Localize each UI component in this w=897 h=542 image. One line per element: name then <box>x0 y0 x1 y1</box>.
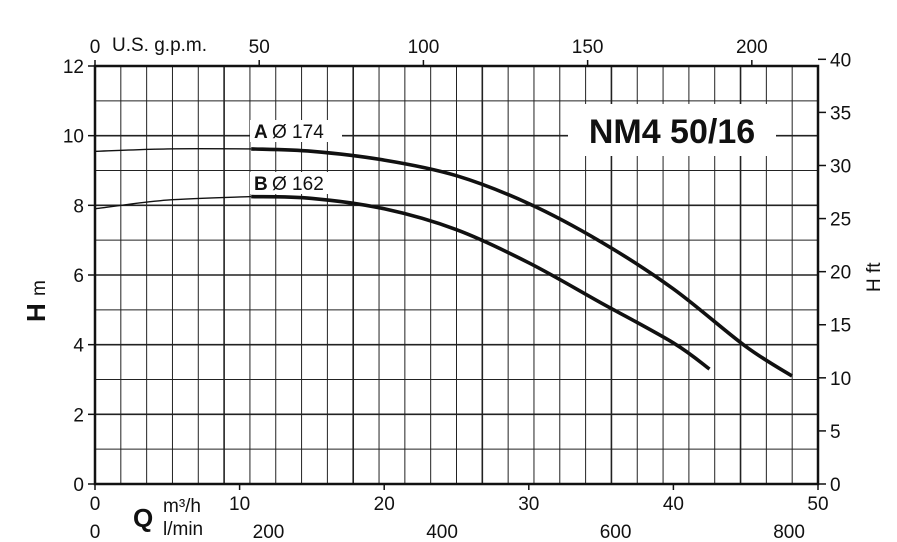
y-axis-title: H m <box>21 280 51 322</box>
curve-b-impeller: Ø 162 <box>272 174 324 195</box>
curve-b-extension <box>94 195 252 210</box>
x-axis-secondary-unit: l/min <box>163 519 203 540</box>
y-axis-label: H <box>21 303 51 322</box>
y-tick-label: 10 <box>63 127 84 148</box>
curve-a-impeller: Ø 174 <box>272 122 324 143</box>
y-right-tick-label: 5 <box>830 422 841 443</box>
curve-a-name: A <box>254 122 268 143</box>
top-tick-label: 50 <box>249 37 270 58</box>
curve-a-extension <box>94 148 252 152</box>
x-secondary-tick-label: 0 <box>90 522 101 542</box>
curve-label-b-background <box>250 172 342 194</box>
x-tick-label: 10 <box>229 494 250 515</box>
x-secondary-tick-label: 400 <box>426 522 458 542</box>
x-secondary-tick-label: 200 <box>253 522 285 542</box>
y-axis-unit: m <box>29 280 50 296</box>
x-tick-label: 40 <box>663 494 684 515</box>
y-tick-label: 0 <box>73 475 84 496</box>
top-axis-label: U.S. g.p.m. <box>112 35 207 56</box>
x-tick-label: 30 <box>518 494 539 515</box>
y-tick-label: 8 <box>73 196 84 217</box>
x-tick-label: 0 <box>90 494 101 515</box>
y-right-axis-label: H ft <box>864 262 885 292</box>
y-right-tick-label: 10 <box>830 369 851 390</box>
curves <box>94 147 793 378</box>
y-right-tick-label: 30 <box>830 156 851 177</box>
y-right-tick-label: 15 <box>830 316 851 337</box>
x-axis-title: Q m³/h l/min <box>133 496 203 540</box>
curve-label-a: A Ø 174 <box>250 120 342 143</box>
x-secondary-tick-label: 800 <box>773 522 805 542</box>
y-right-tick-label: 0 <box>830 475 841 496</box>
x-axis-unit: m³/h <box>163 496 201 517</box>
curve-label-b: B Ø 162 <box>250 172 342 195</box>
y-right-tick-label: 20 <box>830 263 851 284</box>
curve-a <box>251 147 793 378</box>
top-tick-label: 100 <box>408 37 440 58</box>
y-right-tick-label: 40 <box>830 50 851 71</box>
title-background <box>568 104 776 156</box>
top-tick-label: 150 <box>572 37 604 58</box>
x-tick-label: 50 <box>807 494 828 515</box>
y-right-tick-label: 25 <box>830 210 851 231</box>
x-axis-label: Q <box>133 503 153 533</box>
y-tick-label: 4 <box>73 336 84 357</box>
y-tick-label: 2 <box>73 405 84 426</box>
y-tick-label: 6 <box>73 266 84 287</box>
curve-b <box>251 194 711 371</box>
chart-title: NM4 50/16 <box>589 113 755 151</box>
curve-label-a-background <box>250 120 342 142</box>
top-tick-label: 0 <box>90 37 101 58</box>
x-secondary-tick-label: 600 <box>600 522 632 542</box>
top-tick-label: 200 <box>736 37 768 58</box>
y-tick-label: 12 <box>63 57 84 78</box>
y-right-tick-label: 35 <box>830 103 851 124</box>
curve-b-name: B <box>254 174 268 195</box>
x-tick-label: 20 <box>374 494 395 515</box>
